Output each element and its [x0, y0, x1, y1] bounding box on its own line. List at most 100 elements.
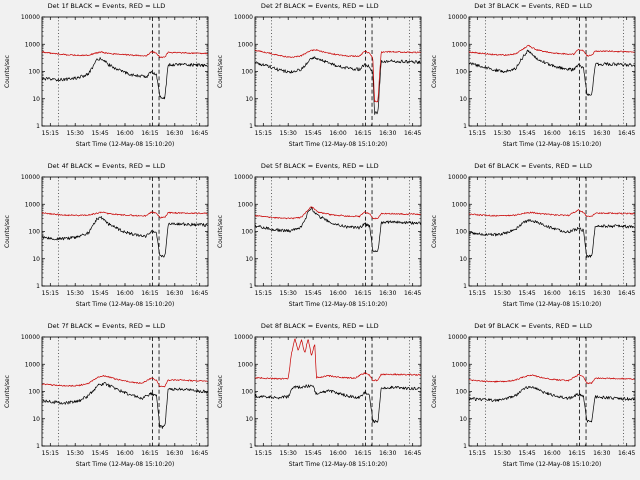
chart-title: Det 5f BLACK = Events, RED = LLD [260, 162, 379, 170]
svg-text:15:30: 15:30 [493, 290, 510, 297]
chart-title: Det 3f BLACK = Events, RED = LLD [474, 2, 593, 10]
svg-text:10000: 10000 [234, 174, 253, 181]
svg-text:1000: 1000 [238, 201, 253, 208]
chart-panel-det-7f: Det 7f BLACK = Events, RED = LLD 1 10 100 1… [0, 320, 213, 480]
svg-text:16:15: 16:15 [355, 290, 372, 297]
svg-text:Start Time (12-May-08 15:10:20: Start Time (12-May-08 15:10:20) [289, 141, 388, 148]
svg-text:15:45: 15:45 [91, 450, 108, 457]
svg-text:Start Time (12-May-08 15:10:20: Start Time (12-May-08 15:10:20) [289, 461, 388, 468]
svg-text:15:15: 15:15 [255, 290, 272, 297]
svg-text:15:30: 15:30 [280, 130, 297, 137]
svg-text:Counts/sec: Counts/sec [4, 375, 11, 408]
svg-text:15:30: 15:30 [280, 290, 297, 297]
svg-text:15:15: 15:15 [42, 450, 59, 457]
svg-text:15:45: 15:45 [518, 450, 535, 457]
svg-text:16:45: 16:45 [191, 450, 208, 457]
svg-text:10: 10 [246, 416, 254, 423]
svg-text:Counts/sec: Counts/sec [431, 55, 438, 88]
svg-text:Counts/sec: Counts/sec [4, 215, 11, 248]
svg-text:1000: 1000 [238, 41, 253, 48]
svg-text:16:30: 16:30 [593, 450, 610, 457]
svg-text:16:15: 16:15 [568, 290, 585, 297]
svg-text:15:45: 15:45 [305, 450, 322, 457]
svg-text:16:00: 16:00 [330, 290, 347, 297]
svg-text:10000: 10000 [234, 14, 253, 21]
svg-text:16:00: 16:00 [543, 290, 560, 297]
svg-text:15:30: 15:30 [493, 450, 510, 457]
svg-text:15:45: 15:45 [91, 290, 108, 297]
svg-text:10000: 10000 [448, 334, 467, 341]
svg-text:16:30: 16:30 [166, 450, 183, 457]
svg-text:15:45: 15:45 [305, 130, 322, 137]
svg-text:1: 1 [250, 123, 254, 130]
svg-text:15:30: 15:30 [493, 130, 510, 137]
svg-text:10: 10 [459, 256, 467, 263]
chart-canvas: 1 10 100 1000 10000 15:15 15:30 15:45 16:00 16:15… [431, 14, 636, 148]
svg-text:10: 10 [32, 96, 40, 103]
svg-text:15:45: 15:45 [305, 290, 322, 297]
svg-text:Counts/sec: Counts/sec [217, 375, 224, 408]
svg-text:10000: 10000 [234, 334, 253, 341]
svg-text:100: 100 [455, 69, 467, 76]
svg-text:16:00: 16:00 [543, 450, 560, 457]
svg-text:Start Time (12-May-08 15:10:20: Start Time (12-May-08 15:10:20) [76, 461, 175, 468]
svg-text:16:15: 16:15 [355, 130, 372, 137]
svg-text:10000: 10000 [21, 14, 40, 21]
svg-text:Counts/sec: Counts/sec [217, 55, 224, 88]
svg-text:100: 100 [242, 229, 254, 236]
svg-text:16:15: 16:15 [141, 290, 158, 297]
svg-text:1: 1 [36, 443, 40, 450]
svg-text:1: 1 [250, 443, 254, 450]
chart-title: Det 2f BLACK = Events, RED = LLD [260, 2, 379, 10]
chart-panel-det-1f: Det 1f BLACK = Events, RED = LLD 1 10 100 1… [0, 0, 213, 160]
chart-canvas: 1 10 100 1000 10000 15:15 15:30 15:45 16:00 16:15… [217, 334, 422, 468]
svg-text:16:45: 16:45 [618, 130, 635, 137]
svg-text:16:15: 16:15 [355, 450, 372, 457]
svg-text:15:15: 15:15 [255, 450, 272, 457]
svg-text:16:15: 16:15 [568, 130, 585, 137]
svg-text:1: 1 [463, 443, 467, 450]
svg-text:16:00: 16:00 [330, 450, 347, 457]
svg-text:16:45: 16:45 [191, 130, 208, 137]
chart-canvas: 1 10 100 1000 10000 15:15 15:30 15:45 16:00 16:15… [431, 334, 636, 468]
chart-title: Det 8f BLACK = Events, RED = LLD [260, 322, 379, 330]
chart-title: Det 9f BLACK = Events, RED = LLD [474, 322, 593, 330]
svg-text:15:30: 15:30 [67, 290, 84, 297]
svg-text:1: 1 [250, 283, 254, 290]
chart-panel-det-8f: Det 8f BLACK = Events, RED = LLD 1 10 100 1… [213, 320, 426, 480]
chart-canvas: 1 10 100 1000 10000 15:15 15:30 15:45 16:00 16:15… [217, 174, 422, 308]
svg-text:100: 100 [29, 229, 41, 236]
svg-text:10: 10 [246, 256, 254, 263]
svg-text:100: 100 [455, 389, 467, 396]
svg-text:16:30: 16:30 [593, 130, 610, 137]
svg-text:16:00: 16:00 [116, 450, 133, 457]
chart-canvas: 1 10 100 1000 10000 15:15 15:30 15:45 16:00 16:15… [4, 14, 209, 148]
svg-text:1000: 1000 [451, 201, 466, 208]
svg-text:10000: 10000 [448, 174, 467, 181]
svg-text:1000: 1000 [25, 361, 40, 368]
svg-text:Start Time (12-May-08 15:10:20: Start Time (12-May-08 15:10:20) [76, 301, 175, 308]
chart-panel-det-2f: Det 2f BLACK = Events, RED = LLD 1 10 100 1… [213, 0, 426, 160]
chart-title: Det 6f BLACK = Events, RED = LLD [474, 162, 593, 170]
svg-text:1: 1 [36, 283, 40, 290]
svg-text:10: 10 [459, 416, 467, 423]
chart-canvas: 1 10 100 1000 10000 15:15 15:30 15:45 16:00 16:15… [431, 174, 636, 308]
svg-text:Start Time (12-May-08 15:10:20: Start Time (12-May-08 15:10:20) [76, 141, 175, 148]
svg-text:1: 1 [463, 283, 467, 290]
svg-text:16:45: 16:45 [618, 290, 635, 297]
svg-text:15:45: 15:45 [518, 290, 535, 297]
svg-text:15:15: 15:15 [42, 290, 59, 297]
svg-text:16:45: 16:45 [618, 450, 635, 457]
svg-text:10: 10 [459, 96, 467, 103]
svg-text:1000: 1000 [451, 361, 466, 368]
svg-text:15:30: 15:30 [67, 130, 84, 137]
chart-title: Det 7f BLACK = Events, RED = LLD [47, 322, 166, 330]
svg-text:100: 100 [29, 389, 41, 396]
chart-title: Det 4f BLACK = Events, RED = LLD [47, 162, 166, 170]
svg-text:15:15: 15:15 [255, 130, 272, 137]
svg-text:10000: 10000 [21, 174, 40, 181]
chart-canvas: 1 10 100 1000 10000 15:15 15:30 15:45 16:00 16:15… [217, 14, 422, 148]
chart-panel-det-4f: Det 4f BLACK = Events, RED = LLD 1 10 100 1… [0, 160, 213, 320]
svg-text:16:15: 16:15 [141, 450, 158, 457]
